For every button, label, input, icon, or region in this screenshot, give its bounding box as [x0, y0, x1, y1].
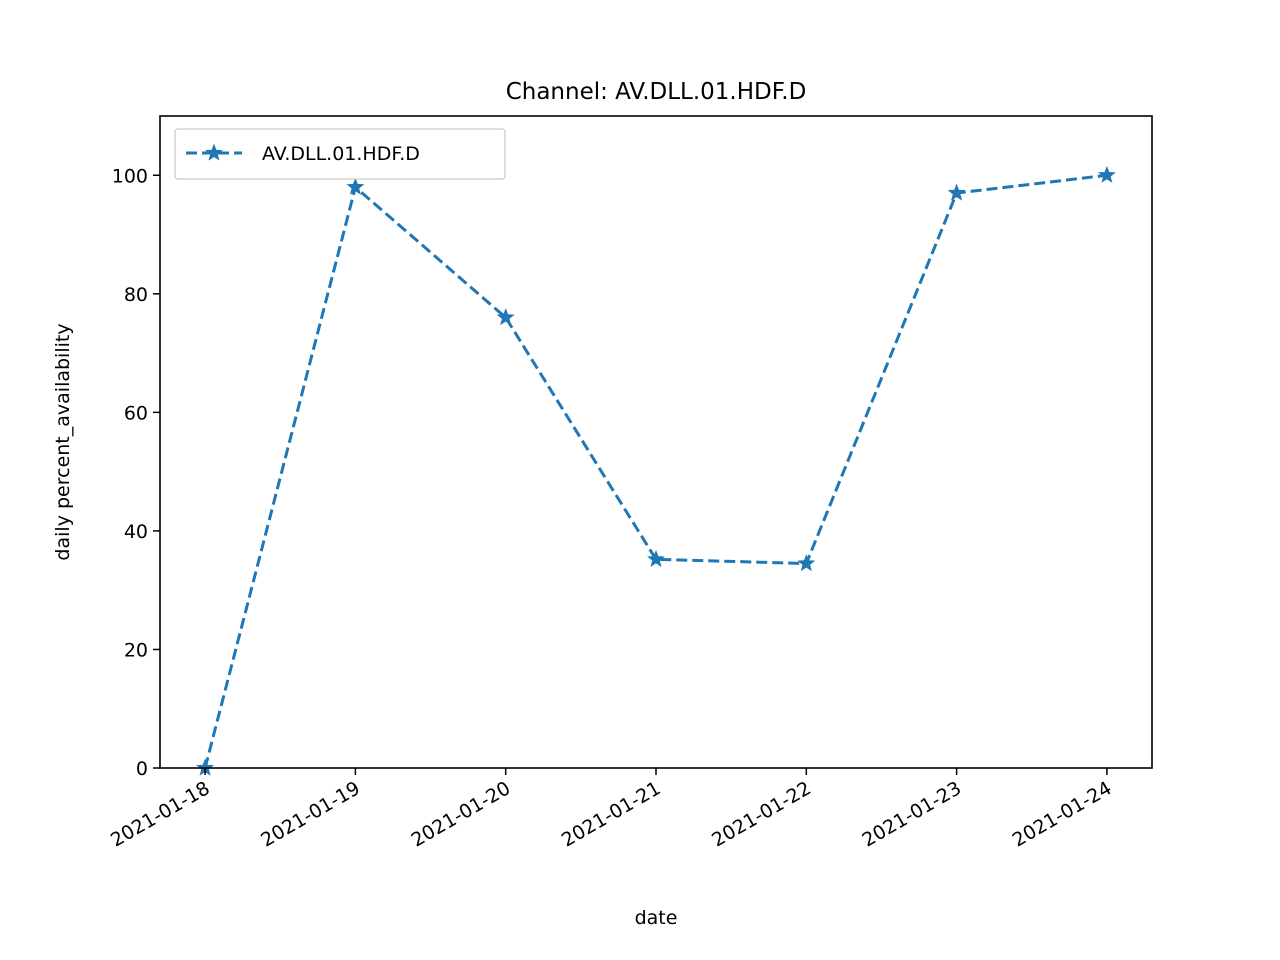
y-axis-ticks: 0 20 40 60 80 100 — [112, 165, 160, 780]
plot-frame — [159, 115, 1153, 769]
x-axis-ticks: 2021-01-18 2021-01-19 2021-01-20 2021-01-21… — [107, 768, 1115, 852]
y-tick-label: 80 — [124, 284, 148, 306]
y-tick-label: 60 — [124, 402, 148, 424]
x-tick-label: 2021-01-22 — [708, 777, 815, 851]
series-line — [203, 173, 1108, 769]
data-point-star — [496, 308, 515, 326]
y-axis-label: daily percent_availability — [52, 323, 74, 560]
x-tick-label: 2021-01-20 — [408, 777, 515, 851]
y-tick-label: 20 — [124, 639, 148, 661]
x-axis-label: date — [635, 907, 678, 929]
data-point-star — [947, 183, 966, 201]
legend: AV.DLL.01.HDF.D — [174, 128, 506, 180]
legend-star-marker — [205, 143, 223, 161]
legend-series-label: AV.DLL.01.HDF.D — [262, 143, 420, 165]
data-point-star — [346, 177, 365, 195]
x-tick-label: 2021-01-21 — [558, 777, 665, 851]
data-point-star — [1097, 165, 1116, 183]
x-tick-label: 2021-01-23 — [858, 777, 965, 851]
data-point-star — [647, 549, 665, 567]
y-tick-label: 40 — [124, 521, 148, 543]
legend-marker-star-icon — [205, 143, 223, 161]
plot-marks — [196, 165, 1116, 776]
y-tick-label: 100 — [112, 165, 148, 187]
y-tick-label: 0 — [136, 758, 148, 780]
x-tick-label: 2021-01-24 — [1009, 777, 1116, 851]
x-tick-label: 2021-01-19 — [257, 777, 364, 851]
chart-title: Channel: AV.DLL.01.HDF.D — [506, 79, 807, 105]
legend-box — [174, 128, 506, 180]
x-tick-label: 2021-01-18 — [107, 777, 214, 851]
data-point-star — [797, 554, 816, 572]
